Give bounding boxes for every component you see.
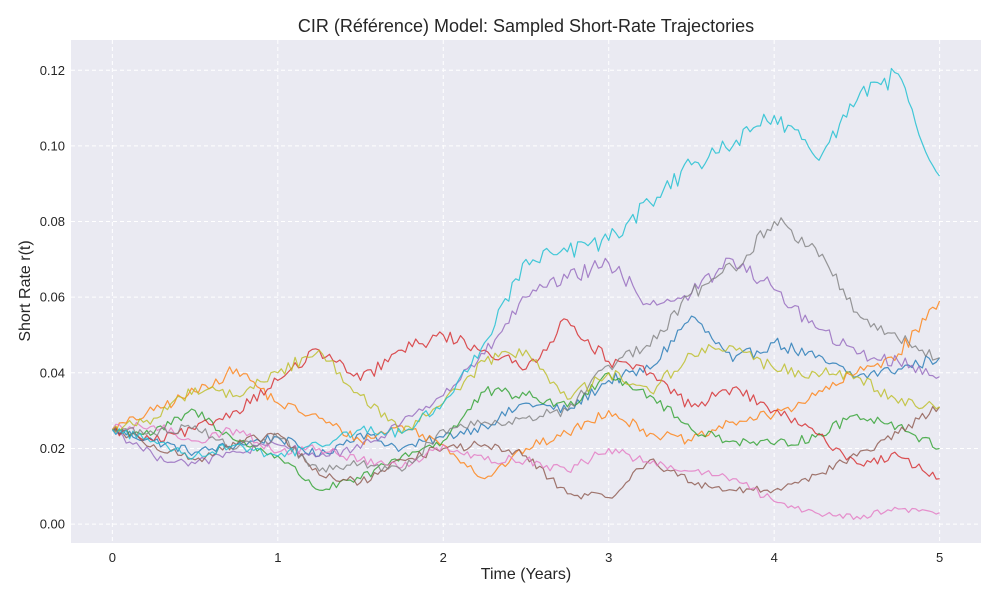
x-tick-label: 0 bbox=[109, 550, 116, 565]
y-tick-label: 0.12 bbox=[40, 63, 65, 78]
series-line bbox=[112, 318, 940, 480]
y-tick-label: 0.04 bbox=[40, 365, 65, 380]
series-line bbox=[112, 315, 941, 458]
series-line bbox=[111, 257, 940, 467]
series-line bbox=[112, 372, 940, 491]
y-tick-label: 0.10 bbox=[40, 138, 65, 153]
series-layer bbox=[111, 67, 941, 520]
y-axis-ticks: 0.00 0.02 0.04 0.06 0.08 0.10 0.12 bbox=[40, 63, 65, 532]
y-axis-label: Short Rate r(t) bbox=[17, 240, 34, 341]
series-line bbox=[112, 300, 941, 480]
series-line bbox=[111, 344, 940, 434]
x-axis-ticks: 0 1 2 3 4 5 bbox=[109, 550, 944, 565]
series-line bbox=[112, 406, 941, 500]
x-tick-label: 4 bbox=[771, 550, 778, 565]
y-tick-label: 0.02 bbox=[40, 441, 65, 456]
y-tick-label: 0.08 bbox=[40, 214, 65, 229]
y-tick-label: 0.00 bbox=[40, 517, 65, 532]
y-tick-label: 0.06 bbox=[40, 290, 65, 305]
x-tick-label: 2 bbox=[440, 550, 447, 565]
series-line bbox=[111, 421, 940, 520]
x-axis-label: Time (Years) bbox=[481, 566, 571, 583]
x-tick-label: 3 bbox=[605, 550, 612, 565]
chart-title: CIR (Référence) Model: Sampled Short-Rat… bbox=[298, 16, 754, 36]
series-line bbox=[111, 67, 941, 460]
series-line bbox=[112, 217, 940, 473]
x-tick-label: 5 bbox=[936, 550, 943, 565]
x-tick-label: 1 bbox=[274, 550, 281, 565]
